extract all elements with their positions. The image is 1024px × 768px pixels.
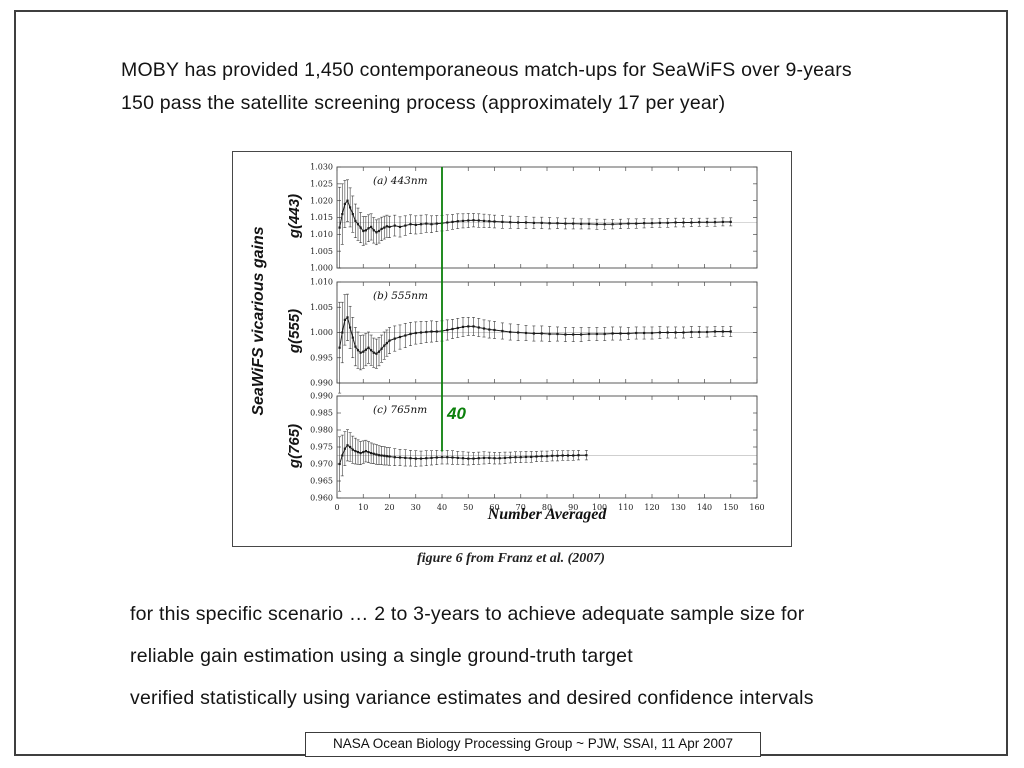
svg-text:50: 50 xyxy=(463,503,473,512)
svg-text:0.980: 0.980 xyxy=(310,426,333,435)
svg-text:1.020: 1.020 xyxy=(310,196,333,205)
svg-text:(c) 765nm: (c) 765nm xyxy=(373,404,427,416)
svg-text:20: 20 xyxy=(384,503,394,512)
body-line-1: for this specific scenario … 2 to 3-year… xyxy=(130,603,805,625)
svg-text:70: 70 xyxy=(516,503,526,512)
svg-text:1.010: 1.010 xyxy=(310,230,333,239)
svg-text:1.005: 1.005 xyxy=(310,247,333,256)
svg-text:0.960: 0.960 xyxy=(310,494,333,503)
svg-text:1.015: 1.015 xyxy=(310,213,333,222)
svg-text:90: 90 xyxy=(568,503,578,512)
figure-ylabel-group: SeaWiFS vicarious gains xyxy=(250,226,267,416)
svg-text:0.990: 0.990 xyxy=(310,392,333,401)
svg-text:0.970: 0.970 xyxy=(310,460,333,469)
svg-text:10: 10 xyxy=(358,503,368,512)
svg-text:1.010: 1.010 xyxy=(310,278,333,287)
svg-text:0.985: 0.985 xyxy=(310,409,333,418)
svg-text:1.005: 1.005 xyxy=(310,303,333,312)
header-line-2: 150 pass the satellite screening process… xyxy=(121,92,726,114)
svg-text:100: 100 xyxy=(592,503,607,512)
body-text: for this specific scenario … 2 to 3-year… xyxy=(130,593,814,719)
green-annotation-label: 40 xyxy=(447,404,466,423)
gains-convergence-plots: 1.000 1.005 1.010 1.015 1.020 1.025 1.030 (a) 4… xyxy=(310,163,765,512)
svg-text:1.000: 1.000 xyxy=(310,264,333,273)
svg-text:30: 30 xyxy=(411,503,421,512)
figure-caption: figure 6 from Franz et al. (2007) xyxy=(417,551,605,566)
header-line-1: MOBY has provided 1,450 contemporaneous … xyxy=(121,59,852,81)
svg-text:130: 130 xyxy=(671,503,686,512)
svg-text:120: 120 xyxy=(644,503,659,512)
figure-box: 1.000 1.005 1.010 1.015 1.020 1.025 1.030 (a) 4… xyxy=(232,151,792,547)
body-line-3: verified statistically using variance es… xyxy=(130,687,814,709)
footer-box: NASA Ocean Biology Processing Group ~ PJ… xyxy=(305,732,761,757)
svg-text:140: 140 xyxy=(697,503,712,512)
x-axis-label: Number Averaged xyxy=(487,506,607,523)
svg-text:0.965: 0.965 xyxy=(310,477,333,486)
svg-text:1.000: 1.000 xyxy=(310,328,333,337)
svg-text:1.025: 1.025 xyxy=(310,179,333,188)
header-text: MOBY has provided 1,450 contemporaneous … xyxy=(121,54,852,120)
svg-text:(b) 555nm: (b) 555nm xyxy=(373,290,428,302)
svg-text:1.030: 1.030 xyxy=(310,163,333,172)
svg-text:150: 150 xyxy=(723,503,738,512)
svg-text:40: 40 xyxy=(437,503,447,512)
footer-text: NASA Ocean Biology Processing Group ~ PJ… xyxy=(332,736,734,751)
svg-text:0.995: 0.995 xyxy=(310,353,333,362)
svg-text:0: 0 xyxy=(334,503,339,512)
figure-ylabel-g555: g(555) xyxy=(286,308,303,354)
body-line-2: reliable gain estimation using a single … xyxy=(130,645,633,667)
svg-text:(a) 443nm: (a) 443nm xyxy=(373,175,428,187)
svg-text:160: 160 xyxy=(749,503,764,512)
svg-text:80: 80 xyxy=(542,503,552,512)
svg-text:60: 60 xyxy=(489,503,499,512)
svg-text:110: 110 xyxy=(618,503,633,512)
svg-text:0.990: 0.990 xyxy=(310,379,333,388)
figure-ylabel-g765: g(765) xyxy=(286,423,303,469)
figure-ylabel-g443: g(443) xyxy=(286,193,303,239)
svg-text:0.975: 0.975 xyxy=(310,443,333,452)
